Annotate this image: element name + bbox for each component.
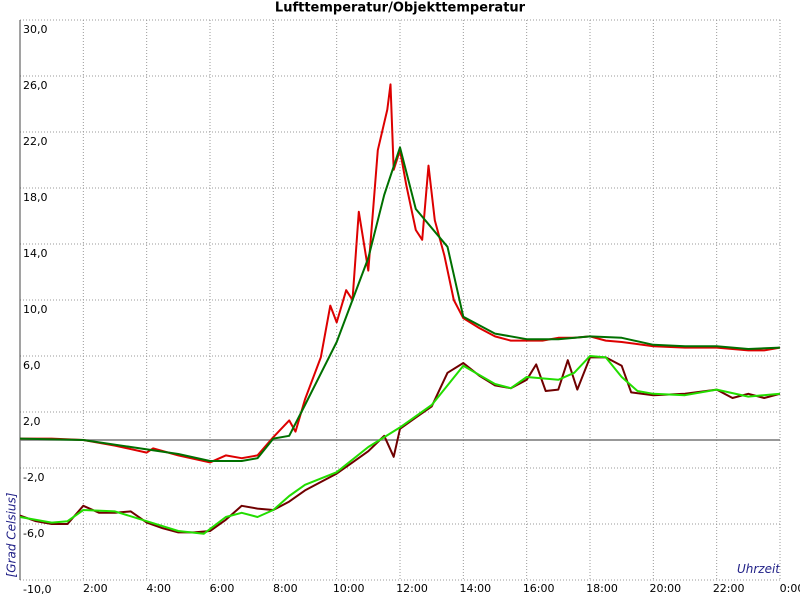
x-tick-label: 10:00	[333, 582, 365, 595]
series-line	[19, 356, 781, 534]
y-tick-label: 14,0	[23, 247, 48, 260]
series-line	[19, 146, 781, 462]
x-tick-label: 16:00	[523, 582, 555, 595]
x-tick-label: 12:00	[396, 582, 428, 595]
x-tick-label: 6:00	[210, 582, 235, 595]
y-tick-label: 2,0	[23, 415, 41, 428]
y-tick-label: -2,0	[23, 471, 44, 484]
y-tick-label: 6,0	[23, 359, 41, 372]
chart-title: Lufttemperatur/Objekttemperatur	[275, 1, 526, 16]
x-tick-label: 0:00	[780, 582, 800, 595]
x-tick-label: 2:00	[83, 582, 108, 595]
y-tick-label: 22,0	[23, 135, 48, 148]
x-tick-label: 8:00	[273, 582, 298, 595]
y-tick-label: 18,0	[23, 191, 48, 204]
y-tick-label: 30,0	[23, 23, 48, 36]
y-tick-label: 10,0	[23, 303, 48, 316]
x-tick-label: 22:00	[713, 582, 745, 595]
x-axis-label: Uhrzeit	[737, 562, 781, 576]
x-tick-label: 20:00	[649, 582, 681, 595]
x-tick-label: 18:00	[586, 582, 618, 595]
series-line	[19, 355, 781, 535]
y-tick-label: 26,0	[23, 79, 48, 92]
y-tick-label: -6,0	[23, 527, 44, 540]
x-tick-label: 14:00	[459, 582, 491, 595]
y-tick-label: -10,0	[23, 583, 51, 596]
y-axis-label: [Grad Celsius]	[5, 492, 19, 577]
x-tick-label: 4:00	[146, 582, 171, 595]
